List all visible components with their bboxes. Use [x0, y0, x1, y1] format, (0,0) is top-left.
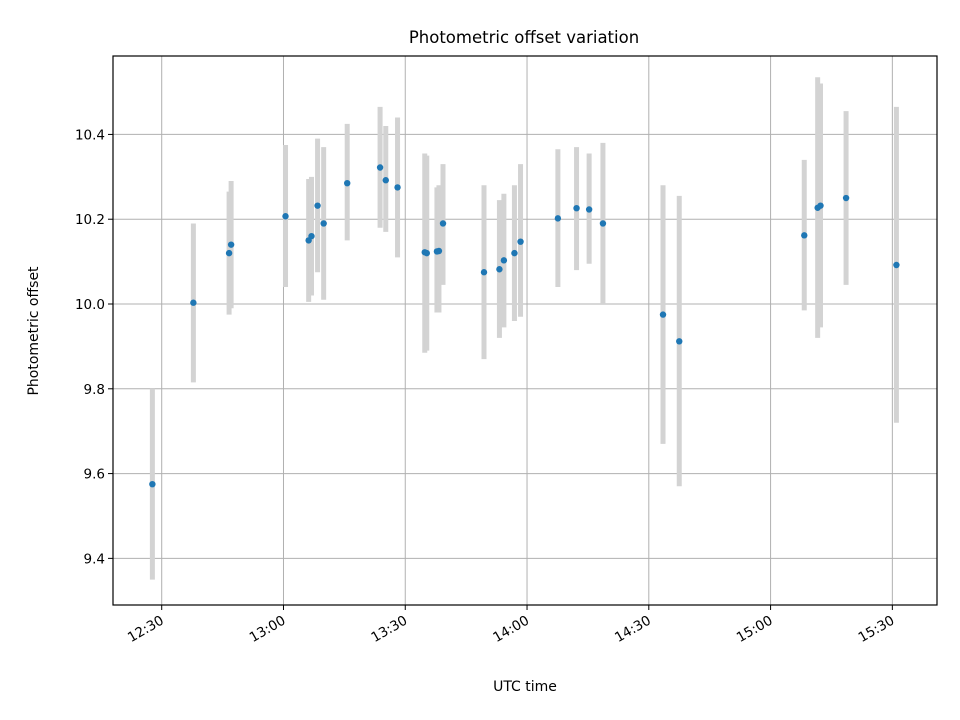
x-tick-label: 14:30 — [612, 613, 654, 646]
data-point — [282, 213, 289, 220]
y-tick-label: 10.4 — [75, 127, 105, 143]
data-point — [842, 194, 850, 202]
data-point — [496, 266, 503, 273]
data-point — [500, 257, 508, 264]
x-tick-label: 15:00 — [734, 613, 776, 646]
grid — [113, 56, 937, 605]
data-point — [573, 204, 580, 212]
data-point — [801, 232, 808, 239]
data-point — [308, 232, 315, 240]
y-tick-label: 10.0 — [75, 297, 105, 313]
chart-title: Photometric offset variation — [409, 28, 639, 47]
data-point — [893, 261, 900, 269]
y-tick-label: 9.8 — [84, 382, 105, 398]
x-tick-label: 15:30 — [856, 613, 898, 646]
x-tick-label: 13:30 — [369, 613, 411, 646]
y-tick-label: 9.4 — [84, 551, 105, 567]
plot-frame — [112, 55, 938, 606]
data-point — [554, 215, 562, 222]
y-tick-label: 10.2 — [75, 212, 105, 228]
x-axis-label: UTC time — [493, 679, 557, 695]
data-point — [480, 269, 488, 276]
x-tick-label: 14:00 — [490, 613, 532, 646]
data-point — [344, 179, 351, 187]
y-axis-label: Photometric offset — [26, 266, 42, 396]
data-point — [225, 249, 233, 257]
data-point — [439, 220, 447, 227]
data-point — [511, 249, 518, 257]
data-point — [320, 220, 327, 227]
data-point — [376, 164, 384, 171]
y-tick-label: 9.6 — [84, 467, 105, 483]
data-point — [382, 177, 389, 184]
data-point — [227, 241, 235, 248]
data-point — [517, 238, 524, 245]
x-tick-label: 12:30 — [125, 613, 167, 646]
x-tick-label: 13:00 — [247, 613, 289, 646]
data-point — [599, 220, 607, 227]
data-point — [585, 206, 593, 213]
data-point — [149, 480, 156, 488]
data-points — [149, 164, 900, 488]
data-point — [190, 299, 197, 306]
error-bars — [149, 77, 899, 580]
data-point — [314, 202, 321, 209]
data-point — [394, 184, 401, 191]
data-point — [659, 311, 667, 318]
data-point — [435, 247, 443, 255]
data-point — [817, 202, 824, 209]
data-point — [676, 338, 683, 345]
data-point — [423, 249, 430, 257]
